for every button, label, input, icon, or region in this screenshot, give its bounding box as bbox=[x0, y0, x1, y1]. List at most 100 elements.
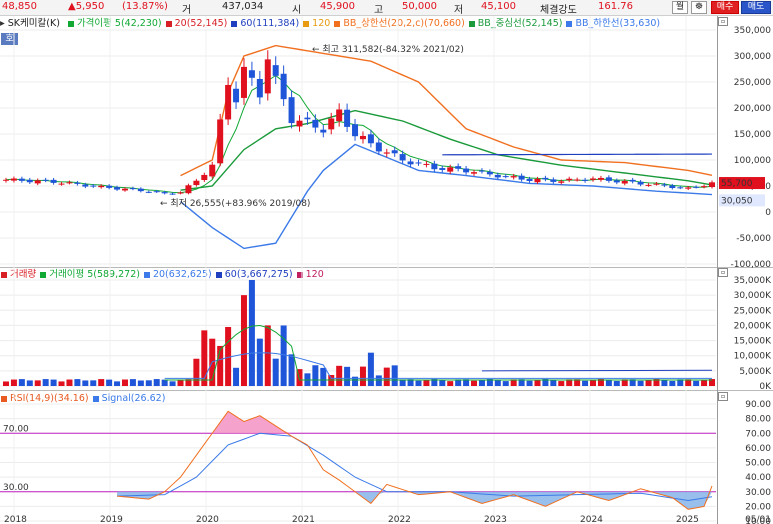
volume-legend-swatch-0 bbox=[1, 271, 7, 278]
lower-band-tag: 30,050 bbox=[721, 196, 753, 206]
rsi-line bbox=[117, 410, 713, 510]
price-legend-swatch-0 bbox=[67, 20, 74, 27]
candle-body bbox=[439, 168, 446, 170]
candle-body bbox=[359, 135, 366, 140]
price-legend-item-6[interactable]: BB_하한선(33,630) bbox=[575, 18, 661, 29]
volume-bar bbox=[510, 379, 517, 386]
volume-legend-item-3[interactable]: 60(3,667,275) bbox=[224, 269, 293, 280]
rsi-legend-item-1[interactable]: Signal(26.62) bbox=[101, 393, 166, 404]
current-price-tag-bg bbox=[719, 177, 765, 190]
candle-body bbox=[121, 188, 128, 191]
volume-legend-item-2[interactable]: 20(632,625) bbox=[152, 269, 212, 280]
volume-label: 거 bbox=[182, 5, 192, 16]
lower-band-tag-bg bbox=[719, 194, 765, 207]
candle-body bbox=[383, 152, 390, 154]
volume-legend-item-0[interactable]: 거래량 bbox=[10, 269, 37, 280]
ma60-line bbox=[442, 153, 713, 156]
stock-chart-canvas[interactable]: 350,000 300,000 250,000 200,000 150,000 100,0… bbox=[0, 16, 773, 524]
candle-body bbox=[161, 192, 168, 194]
candle-body bbox=[137, 188, 144, 192]
price-legend: ▸ SK케미칼(K) 가격이평 5(42,230) 20(52,145) 60(111… bbox=[0, 17, 666, 30]
low-value: 45,100 bbox=[481, 1, 516, 12]
price-legend-item-5[interactable]: BB_중심선(52,145) bbox=[477, 18, 563, 29]
candle-body bbox=[558, 181, 565, 183]
candle-body bbox=[471, 172, 478, 174]
volume-bar bbox=[169, 381, 176, 386]
candle-body bbox=[34, 180, 41, 184]
candle-body bbox=[90, 185, 97, 187]
volume-bar bbox=[296, 369, 303, 386]
volume-panel-control-icon[interactable]: ▫ bbox=[718, 268, 728, 277]
price-tick-label: 100,000 bbox=[734, 156, 771, 166]
volume-bar bbox=[502, 381, 509, 386]
volume-bar bbox=[336, 365, 343, 386]
volume-bar bbox=[26, 380, 33, 386]
rsi-tick-label: 20.00 bbox=[745, 502, 771, 512]
candle-body bbox=[336, 109, 343, 122]
period-button[interactable]: 월 bbox=[672, 1, 688, 14]
candle-body bbox=[169, 193, 176, 195]
rsi-tick-label: 90.00 bbox=[745, 400, 771, 410]
volume-legend-item-4[interactable]: 120 bbox=[305, 269, 324, 280]
volume-bar bbox=[518, 379, 525, 386]
volume-tick-label: 25,000K bbox=[734, 306, 772, 316]
x-axis-label: 2023 bbox=[484, 515, 507, 524]
volume-bar bbox=[82, 380, 89, 386]
volume-bar bbox=[605, 379, 612, 386]
current-price-tag: 55,700 bbox=[721, 179, 753, 189]
candle-body bbox=[526, 178, 533, 182]
rsi-panel-control-icon[interactable]: ▫ bbox=[718, 392, 728, 401]
buy-order-button[interactable]: 매수 bbox=[711, 1, 739, 14]
volume-legend-swatch-4 bbox=[296, 271, 303, 278]
candle-body bbox=[114, 187, 121, 190]
volume-bar bbox=[478, 380, 485, 386]
settings-gear-icon[interactable]: ☸ bbox=[691, 1, 707, 14]
price-legend-item-3[interactable]: 120 bbox=[312, 18, 331, 29]
candle-body bbox=[26, 179, 33, 183]
price-panel-control-icon[interactable]: ▫ bbox=[718, 17, 728, 26]
candle-body bbox=[407, 161, 414, 165]
volume-bar bbox=[447, 381, 454, 386]
price-legend-item-4[interactable]: BB_상한선(20,2,c)(70,660) bbox=[343, 18, 465, 29]
candle-body bbox=[701, 186, 708, 188]
stock-name[interactable]: SK케미칼(K) bbox=[7, 18, 60, 29]
volume-bar bbox=[613, 381, 620, 386]
price-legend-swatch-4 bbox=[334, 20, 341, 27]
candle-body bbox=[510, 176, 517, 178]
volume-legend-item-1[interactable]: 거래이평 5(589,272) bbox=[49, 269, 140, 280]
price-legend-item-2[interactable]: 60(111,384) bbox=[240, 18, 300, 29]
volume-tick-label: 15,000K bbox=[734, 337, 772, 347]
x-axis-label: 2025 bbox=[676, 515, 699, 524]
candle-body bbox=[177, 192, 184, 194]
candle-body bbox=[415, 162, 422, 164]
bb-lower-line bbox=[180, 143, 713, 250]
volume-bar bbox=[312, 365, 319, 386]
price-legend-item-0[interactable]: 가격이평 5(42,230) bbox=[76, 18, 162, 29]
strength-label: 체결강도 bbox=[540, 5, 577, 16]
volume-bar bbox=[455, 379, 462, 386]
candle-body bbox=[621, 180, 628, 184]
price-tick-label: 250,000 bbox=[734, 78, 771, 88]
panel-separator bbox=[0, 390, 773, 391]
rsi-tick-label: 80.00 bbox=[745, 415, 771, 425]
sell-order-button[interactable]: 매도 bbox=[741, 1, 771, 14]
volume-bar bbox=[415, 380, 422, 386]
candle-body bbox=[240, 66, 247, 98]
candle-body bbox=[629, 179, 636, 182]
candle-body bbox=[574, 179, 581, 181]
volume-bar bbox=[34, 380, 41, 386]
chart-type-icon[interactable]: ▸ bbox=[0, 18, 5, 29]
price-legend-swatch-1 bbox=[165, 20, 172, 27]
volume-bar bbox=[177, 379, 184, 386]
volume-bar bbox=[669, 380, 676, 386]
price-legend-item-1[interactable]: 20(52,145) bbox=[174, 18, 228, 29]
candle-body bbox=[550, 179, 557, 182]
x-axis-label: 2020 bbox=[196, 515, 219, 524]
candle-body bbox=[58, 183, 65, 185]
candle-body bbox=[502, 176, 509, 178]
candle-body bbox=[486, 171, 493, 175]
rsi-legend-item-0[interactable]: RSI(14,9)(34.16) bbox=[10, 393, 89, 404]
volume-bar bbox=[629, 379, 636, 386]
candle-body bbox=[328, 118, 335, 130]
price-tick-label: 150,000 bbox=[734, 130, 771, 140]
